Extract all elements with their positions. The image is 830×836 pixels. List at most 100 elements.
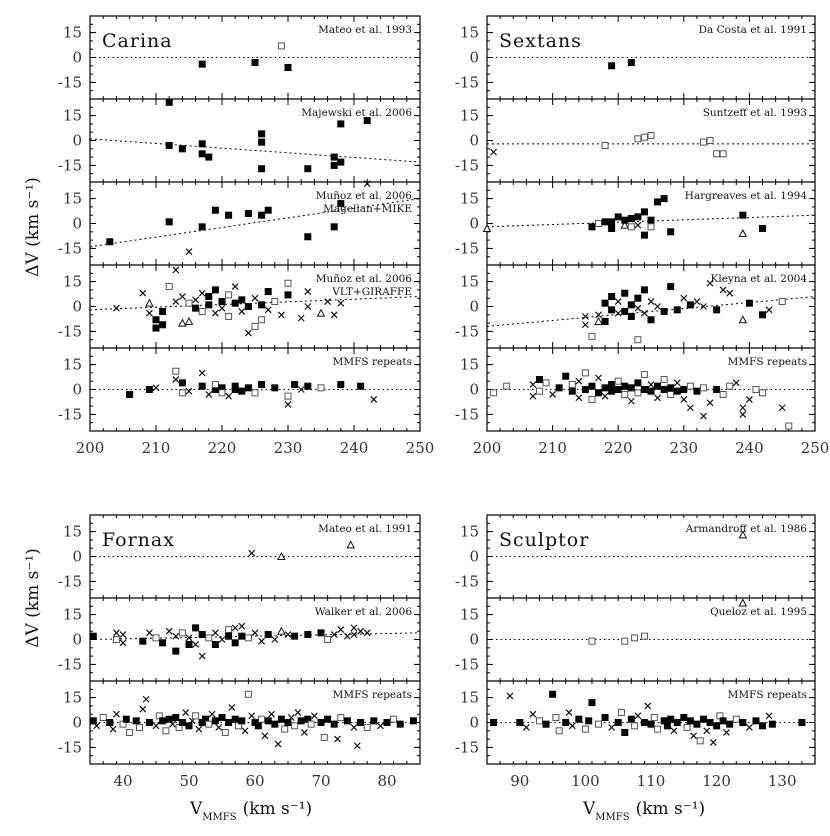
y-tick-label: 15 <box>460 606 479 624</box>
data-point-filled <box>271 720 279 728</box>
data-point-filled <box>640 719 648 726</box>
data-point-x <box>334 735 341 743</box>
data-point-filled <box>152 324 160 332</box>
data-point-x <box>343 632 351 640</box>
data-point-x <box>529 710 537 718</box>
data-point-filled <box>284 719 292 726</box>
data-point-filled <box>178 379 186 387</box>
y-axis-title-top: ΔV (km s⁻¹) <box>23 177 43 277</box>
data-point-filled <box>225 211 233 219</box>
data-point-filled <box>258 165 266 173</box>
data-point-open <box>614 377 622 385</box>
data-point-x <box>310 712 318 720</box>
data-point-filled <box>535 376 543 384</box>
y-tick-label: -15 <box>58 655 82 673</box>
panel-kleyna-et-al-2004: 15 0 -15 Kleyna et al. 2004 <box>455 264 816 348</box>
data-point-filled <box>581 386 589 393</box>
data-point-filled <box>159 321 167 329</box>
data-point-x <box>248 712 256 720</box>
x-tick-label: 240 <box>340 439 369 457</box>
data-point-x <box>172 298 180 305</box>
data-point-filled <box>759 224 767 232</box>
panel-reference-label: MMFS repeats <box>333 689 412 701</box>
data-point-filled <box>601 299 609 307</box>
data-point-filled <box>297 717 305 725</box>
data-point-open <box>568 381 576 389</box>
data-point-filled <box>254 722 262 730</box>
data-point-filled <box>258 211 266 219</box>
y-tick-label: 15 <box>63 107 82 125</box>
data-point-filled <box>343 717 351 725</box>
data-point-filled <box>667 228 675 236</box>
panel-reference-label: Muñoz et al. 2006 <box>316 190 413 202</box>
data-point-x <box>644 702 652 710</box>
data-point-filled <box>231 299 239 307</box>
data-point-filled <box>198 150 206 158</box>
data-point-filled <box>198 382 206 390</box>
data-point-x <box>178 293 186 300</box>
data-point-filled <box>89 717 97 725</box>
data-point-filled <box>304 165 312 173</box>
panel-mmfs-repeats: 15 0 -15 MMFS repeats <box>455 347 816 431</box>
data-point-filled <box>640 286 648 294</box>
fit-line <box>89 296 421 311</box>
data-point-filled <box>739 211 747 219</box>
data-point-filled <box>396 720 404 728</box>
data-point-filled <box>562 372 570 380</box>
y-tick-label: 0 <box>72 298 82 316</box>
y-tick-label: 0 <box>72 631 82 649</box>
data-point-open <box>390 715 398 723</box>
data-point-filled <box>601 317 609 325</box>
panel-reference-label: MMFS repeats <box>728 356 807 368</box>
data-point-x <box>198 289 206 297</box>
data-point-x <box>238 308 246 315</box>
data-point-filled <box>516 719 524 726</box>
data-point-open <box>244 690 252 698</box>
panel-reference-label: MMFS repeats <box>333 356 412 368</box>
data-point-x <box>192 641 200 648</box>
x-tick-label: 250 <box>406 439 435 457</box>
data-point-x <box>595 311 602 319</box>
data-point-filled <box>238 387 246 395</box>
y-tick-label: 15 <box>63 689 82 707</box>
data-point-x <box>142 695 150 703</box>
data-point-open <box>503 382 511 390</box>
data-point-x <box>670 727 678 735</box>
x-tick-label: 60 <box>245 772 264 790</box>
data-point-filled <box>337 158 345 166</box>
data-point-tri <box>184 316 194 325</box>
panel-reference-label: Mateo et al. 1993 <box>318 24 412 36</box>
data-point-filled <box>555 384 563 392</box>
y-tick-label: -15 <box>455 156 479 174</box>
data-point-x <box>739 410 747 418</box>
data-point-filled <box>304 631 312 639</box>
data-point-x <box>248 549 256 557</box>
data-point-x <box>182 709 190 716</box>
data-point-filled <box>660 386 668 393</box>
data-point-filled <box>211 206 219 214</box>
data-point-open <box>752 386 760 393</box>
data-point-x <box>709 738 717 746</box>
data-point-filled <box>145 719 153 726</box>
panel-reference-label: MMFS repeats <box>728 689 807 701</box>
data-point-x <box>778 404 786 412</box>
data-point-filled <box>654 382 662 390</box>
data-point-x <box>119 631 127 638</box>
data-point-filled <box>627 312 635 320</box>
data-point-x <box>172 266 180 274</box>
data-point-x <box>284 631 292 638</box>
chart-carina: 15 0 -15 Mateo et al. 1993 Carina 15 0 -15 Majew… <box>58 15 435 457</box>
data-point-x <box>565 709 573 716</box>
data-point-filled <box>680 714 688 722</box>
data-point-filled <box>640 208 648 216</box>
data-point-open <box>205 634 213 642</box>
data-point-x <box>634 712 642 720</box>
data-point-x <box>350 724 358 731</box>
data-point-filled <box>185 722 193 730</box>
data-point-x <box>297 386 305 393</box>
data-point-filled <box>251 58 259 66</box>
data-point-open <box>640 632 648 640</box>
data-point-open <box>683 723 691 731</box>
data-point-x <box>284 401 292 408</box>
y-tick-label: 15 <box>460 24 479 42</box>
